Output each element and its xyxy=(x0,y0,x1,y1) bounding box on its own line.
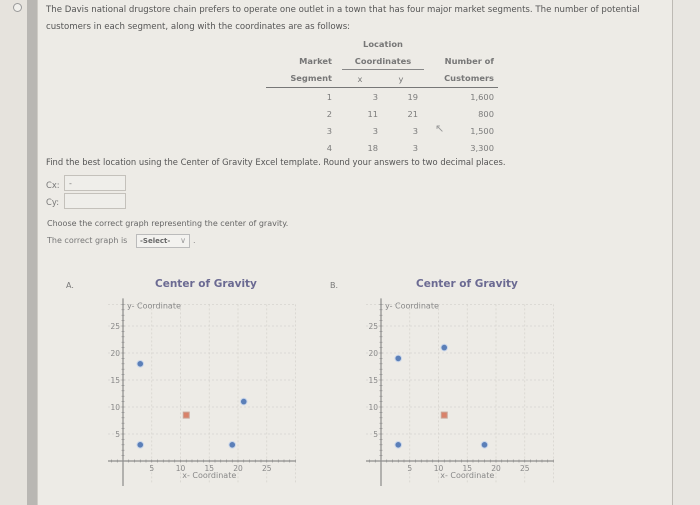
chart-b-plot: 5 10 15 20 25 5 10 15 20 25 y- Coordinate x- Coordi… xyxy=(366,298,554,486)
separator-bar xyxy=(27,0,38,505)
market-segment-table: Location Market Coordinates Number of Se… xyxy=(266,35,498,156)
coordinates-header: Coordinates xyxy=(342,52,424,70)
segment-point xyxy=(239,397,248,406)
svg-text:10: 10 xyxy=(434,464,444,473)
chart-a-plot: 5 10 15 20 25 5 10 15 20 25 y- Coordinate x- Coordi… xyxy=(108,298,296,486)
graph-select-dropdown[interactable]: -Select- ∨ xyxy=(136,234,190,248)
customers-header-2: Customers xyxy=(424,69,498,88)
y-axis-title: y- Coordinate xyxy=(385,301,439,310)
svg-text:20: 20 xyxy=(368,349,378,358)
option-b-label: B. xyxy=(330,281,339,290)
svg-text:20: 20 xyxy=(491,464,501,473)
svg-text:5: 5 xyxy=(115,430,120,439)
segment-point xyxy=(136,360,145,368)
select-value: -Select- xyxy=(140,237,171,245)
y-header: y xyxy=(384,69,424,88)
chart-b-title: Center of Gravity xyxy=(416,278,518,290)
svg-text:10: 10 xyxy=(368,403,378,412)
right-margin xyxy=(673,0,700,505)
svg-text:20: 20 xyxy=(110,349,120,358)
chevron-down-icon: ∨ xyxy=(180,236,186,245)
question-radio-button[interactable] xyxy=(13,3,22,12)
data-points xyxy=(394,343,489,449)
table-row: 4 18 3 3,300 xyxy=(326,142,494,153)
svg-text:20: 20 xyxy=(233,464,243,473)
cx-label: Cx: xyxy=(46,180,60,190)
segment-point xyxy=(136,441,145,449)
chart-a-title: Center of Gravity xyxy=(155,278,257,290)
grid-lines xyxy=(366,303,554,483)
svg-text:25: 25 xyxy=(368,322,378,331)
svg-text:5: 5 xyxy=(373,430,378,439)
svg-text:15: 15 xyxy=(204,464,214,473)
mouse-cursor-icon: ↖ xyxy=(435,122,445,135)
table-row: 2 11 21 800 xyxy=(326,108,494,119)
correct-graph-label: The correct graph is xyxy=(47,236,128,245)
grid-lines xyxy=(108,303,296,483)
segment-point xyxy=(394,354,403,363)
segment-point xyxy=(440,343,449,352)
question-panel: The Davis national drugstore chain prefe… xyxy=(38,0,673,505)
center-of-gravity-marker xyxy=(440,411,448,419)
table-row: 3 3 3 1,500 xyxy=(326,125,494,136)
axes: 5 10 15 20 25 5 10 15 20 25 y- Coordinate x- Coordi… xyxy=(108,298,296,486)
cy-label: Cy: xyxy=(46,197,60,207)
data-points xyxy=(136,360,248,449)
left-gutter xyxy=(0,0,28,505)
location-header: Location xyxy=(363,38,403,49)
x-axis-title: x- Coordinate xyxy=(440,471,494,480)
svg-text:15: 15 xyxy=(368,376,378,385)
x-header: x xyxy=(342,69,384,88)
choose-graph-text: Choose the correct graph representing th… xyxy=(47,219,289,228)
svg-text:15: 15 xyxy=(462,464,472,473)
svg-text:5: 5 xyxy=(149,464,154,473)
chart-b: 5 10 15 20 25 5 10 15 20 25 y- Coordinate x- Coordi… xyxy=(356,290,586,494)
segment-header-1: Market xyxy=(299,55,332,66)
segment-point xyxy=(480,441,489,449)
segment-point xyxy=(394,441,403,449)
option-a-label: A. xyxy=(66,281,74,290)
svg-text:5: 5 xyxy=(407,464,412,473)
svg-text:10: 10 xyxy=(176,464,186,473)
instruction-text: Find the best location using the Center … xyxy=(46,157,506,167)
cy-input[interactable] xyxy=(64,193,126,209)
svg-text:25: 25 xyxy=(520,464,530,473)
question-intro: The Davis national drugstore chain prefe… xyxy=(46,5,640,32)
center-of-gravity-marker xyxy=(182,411,190,419)
svg-text:25: 25 xyxy=(110,322,120,331)
x-axis-title: x- Coordinate xyxy=(182,471,236,480)
customers-header-1: Number of xyxy=(444,55,494,66)
table-row: 1 3 19 1,600 xyxy=(326,91,494,102)
chart-a: 5 10 15 20 25 5 10 15 20 25 y- Coordinate x- Coordi… xyxy=(98,290,328,494)
segment-header-2: Segment xyxy=(266,69,342,88)
cx-input[interactable]: - xyxy=(64,175,126,191)
axes: 5 10 15 20 25 5 10 15 20 25 y- Coordinate x- Coordi… xyxy=(366,298,554,486)
segment-point xyxy=(228,441,237,449)
svg-text:25: 25 xyxy=(262,464,272,473)
svg-text:10: 10 xyxy=(110,403,120,412)
y-axis-title: y- Coordinate xyxy=(127,301,181,310)
svg-text:15: 15 xyxy=(110,376,120,385)
